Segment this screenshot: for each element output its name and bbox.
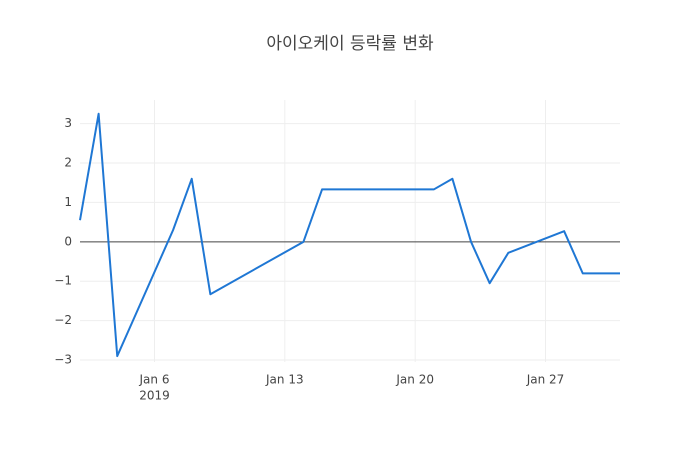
x-tick-label: Jan 27 xyxy=(526,373,565,387)
x-year-label: 2019 xyxy=(139,389,170,403)
y-tick-label: 2 xyxy=(64,156,72,170)
y-tick-label: 1 xyxy=(64,195,72,209)
y-tick-label: −3 xyxy=(54,353,72,367)
x-tick-label: Jan 13 xyxy=(265,373,304,387)
x-tick-label: Jan 6 xyxy=(139,373,170,387)
y-tick-label: −2 xyxy=(54,313,72,327)
line-series xyxy=(79,112,620,358)
y-tick-label: −1 xyxy=(54,274,72,288)
y-tick-label: 3 xyxy=(64,116,72,130)
chart-title: 아이오케이 등락률 변화 xyxy=(266,34,434,54)
y-tick-label: 0 xyxy=(64,234,72,248)
x-tick-label: Jan 20 xyxy=(395,373,434,387)
